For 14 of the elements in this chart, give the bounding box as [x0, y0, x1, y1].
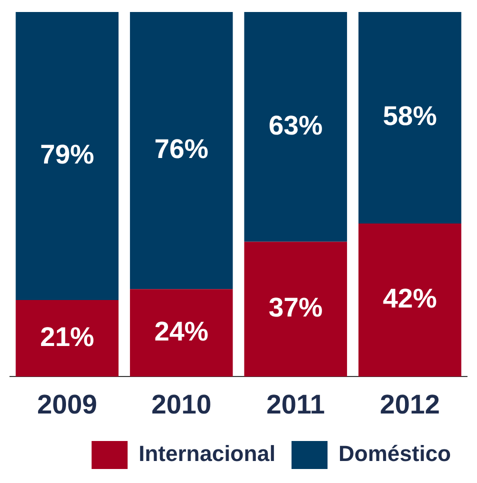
data-label: 42% [382, 283, 437, 314]
x-tick-label: 2012 [380, 389, 440, 420]
data-label: 58% [382, 101, 437, 132]
x-tick-label: 2011 [266, 389, 325, 420]
data-label: 21% [40, 322, 94, 352]
x-tick-label: 2010 [151, 389, 212, 420]
data-label: 76% [154, 134, 208, 164]
legend-label: Internacional [138, 441, 276, 466]
data-label: 79% [40, 139, 94, 170]
data-label: 24% [154, 316, 208, 346]
legend-label: Doméstico [338, 441, 452, 466]
x-tick-label: 2009 [37, 389, 98, 420]
data-label: 63% [268, 110, 323, 140]
data-label: 37% [268, 292, 323, 323]
